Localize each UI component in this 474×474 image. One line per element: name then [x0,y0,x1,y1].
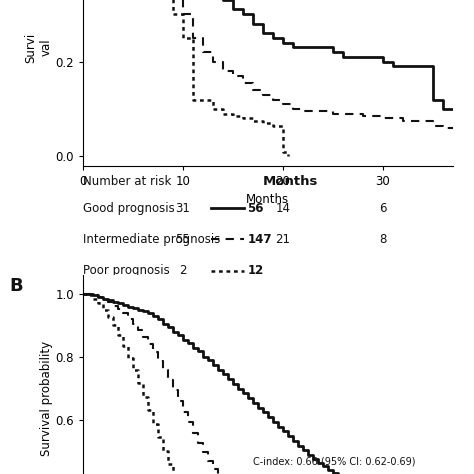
Text: C-index: 0.66 (95% CI: 0.62-0.69): C-index: 0.66 (95% CI: 0.62-0.69) [253,456,415,466]
Text: 12: 12 [247,264,264,277]
Text: 6: 6 [379,202,386,215]
Text: 8: 8 [379,233,386,246]
Text: Number at risk: Number at risk [83,175,171,188]
Text: 14: 14 [275,202,290,215]
Text: 31: 31 [175,202,191,215]
Text: 147: 147 [247,233,272,246]
Y-axis label: Survival probability: Survival probability [39,341,53,456]
Text: Poor prognosis: Poor prognosis [83,264,170,277]
Y-axis label: Survi
val: Survi val [25,32,53,63]
Text: 21: 21 [275,233,290,246]
Text: Months: Months [262,175,318,188]
Text: 56: 56 [247,202,264,215]
Text: Good prognosis: Good prognosis [83,202,175,215]
Text: B: B [9,277,23,295]
Text: Intermediate prognosis: Intermediate prognosis [83,233,220,246]
Text: 2: 2 [179,264,187,277]
X-axis label: Months: Months [246,193,289,207]
Text: 55: 55 [175,233,190,246]
